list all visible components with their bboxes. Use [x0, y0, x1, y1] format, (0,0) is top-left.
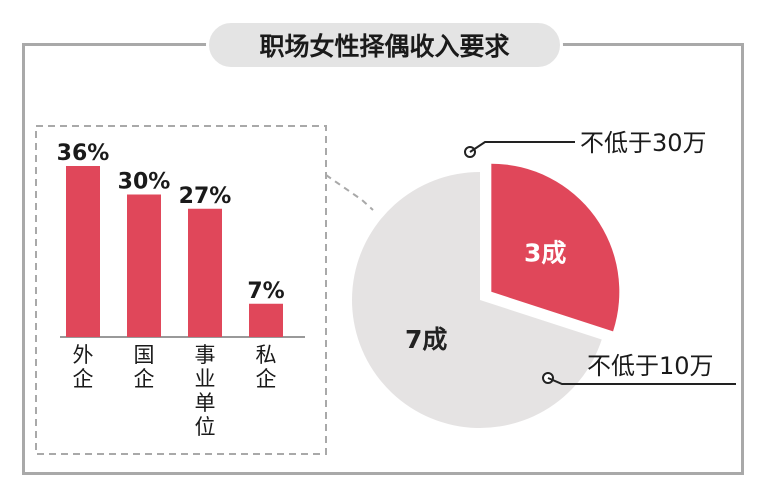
pie-slice-2-value-label: 7成: [405, 325, 447, 354]
bar-1-category-char-1: 外: [73, 343, 94, 367]
bar-3: [188, 208, 222, 337]
bar-1-category-char-2: 企: [73, 367, 94, 391]
bar-2-value-label: 30%: [118, 170, 171, 195]
bar-4-category-char-2: 企: [256, 367, 277, 391]
bar-3-value-label: 27%: [179, 184, 232, 209]
bar-3-category-char-4: 位: [195, 415, 216, 439]
bar-1-value-label: 36%: [57, 141, 110, 166]
bar-3-category-char-1: 事: [195, 343, 216, 367]
pie-slice-2-name-label: 不低于10万: [587, 352, 714, 380]
pie-slice-1-value-label: 3成: [524, 239, 566, 268]
bar-1: [66, 166, 100, 337]
bar-2: [127, 194, 161, 337]
callout-leader-2: [547, 377, 736, 385]
pie-slice-1: [491, 163, 620, 332]
bar-panel-dashed-frame: [35, 125, 327, 455]
callout-leader-1: [469, 141, 575, 153]
bar-3-category-char-2: 业: [195, 367, 216, 391]
detail-connector-upper: [325, 174, 374, 211]
bar-4: [249, 303, 283, 337]
pie-slice-1-name-label: 不低于30万: [580, 129, 707, 157]
bar-3-category-char-3: 单: [195, 391, 216, 415]
bar-4-value-label: 7%: [247, 279, 284, 304]
bar-4-category-char-1: 私: [256, 343, 277, 367]
title-pill: 职场女性择偶收入要求: [206, 20, 563, 70]
bar-2-category-char-2: 企: [134, 367, 155, 391]
chart-title: 职场女性择偶收入要求: [259, 32, 510, 61]
pie-slice-2: [352, 172, 602, 428]
bar-2-category-char-1: 国: [134, 343, 155, 367]
